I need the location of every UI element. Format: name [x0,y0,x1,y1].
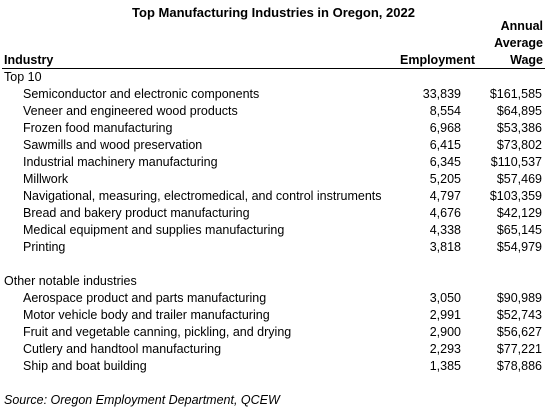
industry-name-cell: Navigational, measuring, electromedical,… [23,189,382,203]
employment-cell: 1,385 [429,359,461,373]
wage-cell: $103,359 [489,189,542,203]
table-row: Millwork 5,205 $57,469 [0,171,547,188]
table-row: Medical equipment and supplies manufactu… [0,222,547,239]
industry-name-cell: Printing [23,240,66,254]
employment-cell: 4,676 [429,206,461,220]
industry-column-header: Industry [4,53,54,67]
table-row: Navigational, measuring, electromedical,… [0,188,547,205]
table-row: Semiconductor and electronic components 3… [0,86,547,103]
employment-cell: 3,818 [429,240,461,254]
wage-cell: $73,802 [496,138,542,152]
table-row: Cutlery and handtool manufacturing 2,293 $… [0,341,547,358]
employment-cell: 4,797 [429,189,461,203]
wage-cell: $65,145 [496,223,542,237]
industry-name-cell: Industrial machinery manufacturing [23,155,218,169]
employment-cell: 3,050 [429,291,461,305]
industry-name-cell: Veneer and engineered wood products [23,104,238,118]
wage-cell: $90,989 [496,291,542,305]
industry-name-cell: Bread and bakery product manufacturing [23,206,250,220]
employment-column-header: Employment [400,53,476,67]
wage-column-header: Annual Average Wage [463,18,543,69]
table-row: Motor vehicle body and trailer manufactu… [0,307,547,324]
wage-cell: $78,886 [496,359,542,373]
wage-header-line-3: Wage [510,53,543,67]
industry-name-cell: Ship and boat building [23,359,147,373]
wage-cell: $77,221 [496,342,542,356]
industry-name-cell: Aerospace product and parts manufacturin… [23,291,267,305]
industry-name-cell: Semiconductor and electronic components [23,87,260,101]
wage-cell: $53,386 [496,121,542,135]
industry-name-cell: Fruit and vegetable canning, pickling, a… [23,325,292,339]
wage-cell: $56,627 [496,325,542,339]
wage-header-line-1: Annual [500,19,543,33]
table-row: Ship and boat building 1,385 $78,886 [0,358,547,375]
wage-header-line-2: Average [494,36,543,50]
employment-cell: 8,554 [429,104,461,118]
wage-cell: $110,537 [490,155,542,169]
employment-cell: 2,293 [429,342,461,356]
industry-name-cell: Frozen food manufacturing [23,121,173,135]
source-note: Source: Oregon Employment Department, QC… [4,393,280,407]
table-title: Top Manufacturing Industries in Oregon, … [132,5,415,20]
wage-cell: $52,743 [496,308,542,322]
employment-cell: 6,415 [429,138,461,152]
employment-cell: 6,968 [429,121,461,135]
industry-name-cell: Sawmills and wood preservation [23,138,203,152]
table-row: Bread and bakery product manufacturing 4,… [0,205,547,222]
employment-cell: 6,345 [429,155,461,169]
table-row: Fruit and vegetable canning, pickling, a… [0,324,547,341]
wage-cell: $161,585 [489,87,542,101]
industry-name-cell: Cutlery and handtool manufacturing [23,342,222,356]
table-row: Frozen food manufacturing 6,968 $53,386 [0,120,547,137]
wage-cell: $57,469 [496,172,542,186]
section-label: Top 10 [4,70,42,84]
industry-name-cell: Motor vehicle body and trailer manufactu… [23,308,270,322]
table-row: Printing 3,818 $54,979 [0,239,547,256]
table-row: Veneer and engineered wood products 8,554… [0,103,547,120]
section-label: Other notable industries [4,274,137,288]
header-divider [2,68,545,69]
wage-cell: $42,129 [496,206,542,220]
employment-cell: 33,839 [422,87,461,101]
table-row: Industrial machinery manufacturing 6,345 $… [0,154,547,171]
employment-cell: 5,205 [429,172,461,186]
table-row: Aerospace product and parts manufacturin… [0,290,547,307]
table-row: Sawmills and wood preservation 6,415 $73,8… [0,137,547,154]
industry-name-cell: Millwork [23,172,69,186]
wage-cell: $64,895 [496,104,542,118]
employment-cell: 2,900 [429,325,461,339]
industry-name-cell: Medical equipment and supplies manufactu… [23,223,285,237]
wage-cell: $54,979 [496,240,542,254]
employment-cell: 2,991 [429,308,461,322]
employment-cell: 4,338 [429,223,461,237]
